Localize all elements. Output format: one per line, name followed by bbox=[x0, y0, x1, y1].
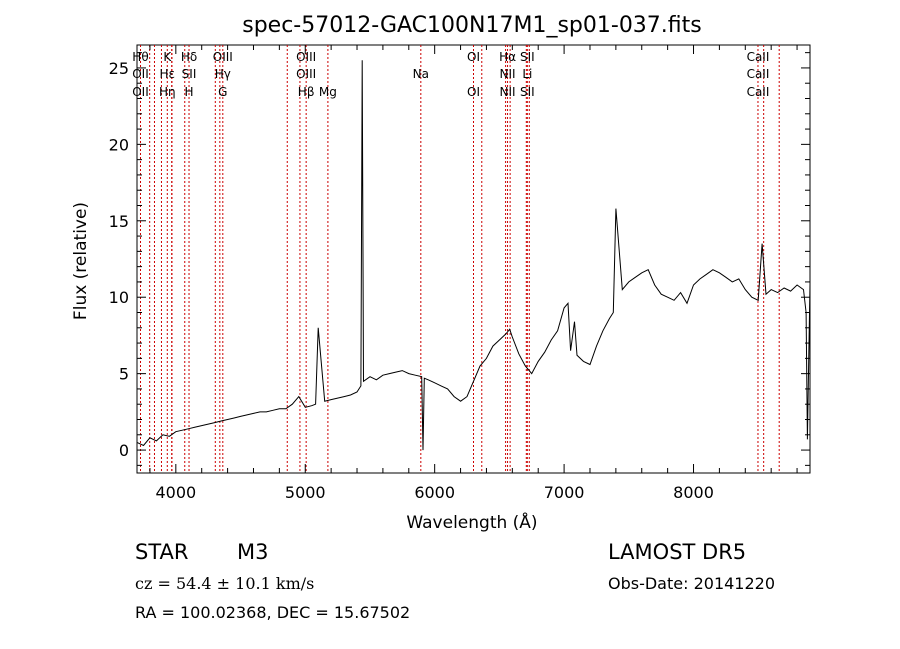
line-label: Hγ bbox=[215, 67, 231, 81]
line-label: OIII bbox=[213, 50, 233, 64]
coordinates: RA = 100.02368, DEC = 15.67502 bbox=[135, 603, 411, 622]
line-label: Hθ bbox=[132, 50, 148, 64]
line-label: K bbox=[163, 50, 172, 64]
line-label: OIII bbox=[296, 50, 316, 64]
line-label: SII bbox=[520, 50, 535, 64]
y-axis-label: Flux (relative) bbox=[71, 202, 91, 320]
chart-title: spec-57012-GAC100N17M1_sp01-037.fits bbox=[242, 13, 702, 38]
line-label: OII bbox=[132, 85, 149, 99]
spectrum-chart: spec-57012-GAC100N17M1_sp01-037.fits Hθ O… bbox=[71, 13, 811, 533]
line-label: CaII bbox=[747, 67, 770, 81]
line-label: OI bbox=[467, 85, 480, 99]
survey-name: LAMOST DR5 bbox=[608, 540, 747, 564]
redshift-velocity: cz = 54.4 ± 10.1 km/s bbox=[135, 574, 315, 593]
line-label: CaII bbox=[747, 50, 770, 64]
line-label: G bbox=[218, 85, 227, 99]
x-tick-label: 5000 bbox=[285, 483, 326, 502]
x-tick-label: 6000 bbox=[414, 483, 455, 502]
line-label: CaII bbox=[747, 85, 770, 99]
y-tick-label: 10 bbox=[109, 288, 129, 307]
observation-date: Obs-Date: 20141220 bbox=[608, 574, 776, 593]
line-label: H bbox=[185, 85, 194, 99]
x-tick-label: 7000 bbox=[544, 483, 585, 502]
y-tick-label: 5 bbox=[119, 365, 129, 384]
line-label: Hε bbox=[160, 67, 176, 81]
line-label: Hβ bbox=[298, 85, 315, 99]
line-label: Mg bbox=[319, 85, 337, 99]
line-label: OII bbox=[132, 67, 149, 81]
line-label: Hδ bbox=[181, 50, 197, 64]
y-tick-label: 25 bbox=[109, 59, 129, 78]
line-label: NII bbox=[500, 85, 516, 99]
object-subclass: M3 bbox=[237, 540, 269, 564]
line-label: SII bbox=[520, 85, 535, 99]
line-label: Li bbox=[522, 67, 532, 81]
y-tick-label: 20 bbox=[109, 135, 129, 154]
emission-line-markers bbox=[139, 45, 780, 473]
line-label: SII bbox=[182, 67, 197, 81]
line-label: Hη bbox=[159, 85, 176, 99]
line-label: Na bbox=[413, 67, 429, 81]
x-axis-label: Wavelength (Å) bbox=[406, 511, 537, 533]
x-tick-label: 4000 bbox=[155, 483, 196, 502]
emission-line-labels: Hθ OII OII K Hε Hη Hδ SII H OIII Hγ G OIII OIII Hβ Mg Na… bbox=[132, 50, 769, 99]
line-label: OIII bbox=[296, 67, 316, 81]
line-label: OI bbox=[467, 50, 480, 64]
object-class: STAR bbox=[135, 540, 189, 564]
spectrum-line bbox=[136, 60, 811, 451]
y-tick-label: 0 bbox=[119, 441, 129, 460]
x-tick-label: 8000 bbox=[673, 483, 714, 502]
line-label: NII bbox=[500, 67, 516, 81]
y-tick-label: 15 bbox=[109, 212, 129, 231]
axis-ticks: 4000 5000 6000 7000 8000 0 5 10 15 20 25 bbox=[109, 45, 810, 502]
line-label: Hα bbox=[499, 50, 516, 64]
